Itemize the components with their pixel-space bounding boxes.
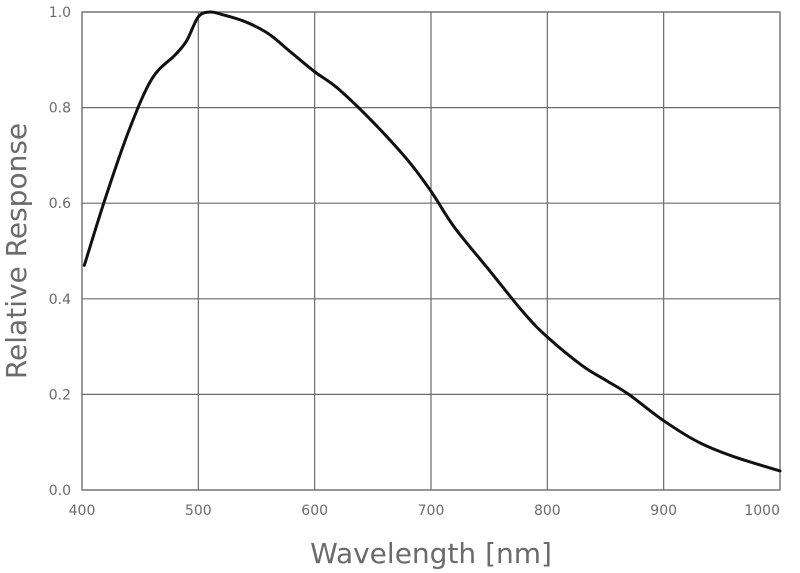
x-tick-label: 700 xyxy=(418,503,445,519)
x-tick-label: 400 xyxy=(69,503,96,519)
y-tick-label: 0.4 xyxy=(49,292,71,308)
x-tick-label: 500 xyxy=(185,503,212,519)
y-tick-label: 0.8 xyxy=(49,101,71,117)
y-tick-label: 1.0 xyxy=(49,5,71,21)
x-tick-labels: 400 500 600 700 800 900 1000 xyxy=(69,503,780,519)
x-tick-label: 800 xyxy=(534,503,561,519)
grid xyxy=(81,11,781,491)
y-tick-label: 0.6 xyxy=(49,196,71,212)
series-line xyxy=(82,10,782,473)
plot-frame xyxy=(81,11,781,491)
x-axis-title: Wavelength [nm] xyxy=(310,537,552,570)
y-tick-label: 0.2 xyxy=(49,387,71,403)
series-layer xyxy=(82,10,782,473)
x-tick-label: 600 xyxy=(301,503,328,519)
y-tick-labels: 0.0 0.2 0.4 0.6 0.8 1.0 xyxy=(49,5,71,499)
y-axis-title: Relative Response xyxy=(0,123,33,379)
x-tick-label: 1000 xyxy=(744,503,780,519)
y-tick-label: 0.0 xyxy=(49,483,71,499)
x-tick-label: 900 xyxy=(650,503,677,519)
